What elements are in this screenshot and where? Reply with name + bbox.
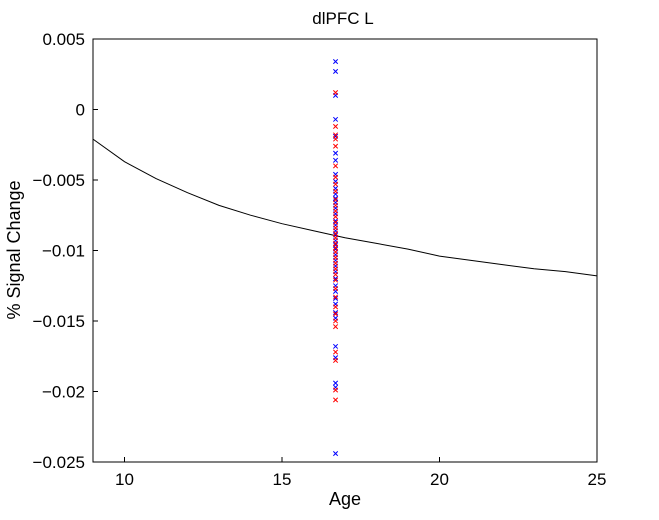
data-point-marker (332, 271, 339, 278)
trend-line (92, 138, 598, 277)
data-point-marker (332, 90, 339, 96)
data-point-marker (332, 59, 339, 65)
data-point-marker (332, 174, 339, 180)
data-point-marker (332, 343, 339, 349)
data-point-marker (332, 225, 339, 231)
data-point-marker (332, 349, 339, 355)
data-point-marker (332, 380, 339, 386)
y-tick-label: −0.015 (33, 312, 85, 331)
data-point-marker (332, 450, 339, 457)
data-point-marker (332, 318, 339, 324)
data-point-marker (332, 357, 339, 364)
data-point-marker (332, 219, 339, 225)
data-point-marker (332, 181, 339, 187)
x-tick-label: 10 (115, 470, 134, 489)
data-point-marker (332, 143, 339, 149)
data-point-marker (332, 260, 339, 266)
data-point-marker (332, 214, 339, 220)
y-tick-label: 0 (76, 101, 85, 120)
data-point-marker (332, 245, 339, 251)
x-tick-label: 25 (588, 470, 607, 489)
data-point-marker (332, 304, 339, 310)
axes-box (92, 38, 598, 463)
data-point-marker (332, 195, 339, 201)
data-point-marker (332, 202, 339, 208)
data-point-marker (332, 240, 339, 247)
y-tick-label: 0.005 (42, 30, 85, 49)
x-axis-label: Age (329, 489, 361, 509)
data-point-marker (332, 324, 339, 330)
x-tick-label: 15 (273, 470, 292, 489)
data-point-marker (332, 249, 339, 255)
data-point-marker (332, 116, 339, 122)
data-point-marker (332, 163, 339, 169)
data-point-marker (332, 276, 339, 282)
data-point-marker (332, 197, 339, 203)
y-tick-label: −0.025 (33, 453, 85, 472)
y-tick-label: −0.005 (33, 171, 85, 190)
data-point-marker (332, 295, 339, 301)
data-point-marker (332, 188, 339, 194)
data-point-marker (332, 277, 339, 283)
data-point-marker (332, 150, 339, 156)
data-point-marker (332, 208, 339, 214)
data-point-marker (332, 266, 339, 272)
y-tick-label: −0.02 (42, 383, 85, 402)
x-tick-label: 20 (430, 470, 449, 489)
chart-title: dlPFC L (312, 9, 373, 28)
y-tick-label: −0.01 (42, 242, 85, 261)
data-point-marker (332, 136, 339, 142)
data-point-marker (332, 286, 339, 292)
data-point-marker (332, 254, 339, 261)
data-point-marker (332, 294, 339, 300)
tick-layer: 10 15 20 25 0.005 0 −0.005 −0.01 −0.015 −0.02 −0.0… (33, 30, 607, 489)
data-point-marker (332, 387, 339, 393)
data-point-marker (332, 132, 339, 138)
data-point-marker (332, 309, 339, 316)
data-point-marker (332, 123, 339, 129)
data-point-marker (332, 231, 339, 237)
data-point-marker (332, 397, 339, 403)
plot-layer (92, 59, 598, 457)
data-point-marker (332, 68, 339, 74)
data-point-marker (332, 157, 339, 163)
data-point-marker (332, 311, 339, 317)
data-point-marker (332, 235, 339, 241)
data-point-marker (332, 218, 339, 224)
y-axis-label: % Signal Change (4, 180, 24, 319)
